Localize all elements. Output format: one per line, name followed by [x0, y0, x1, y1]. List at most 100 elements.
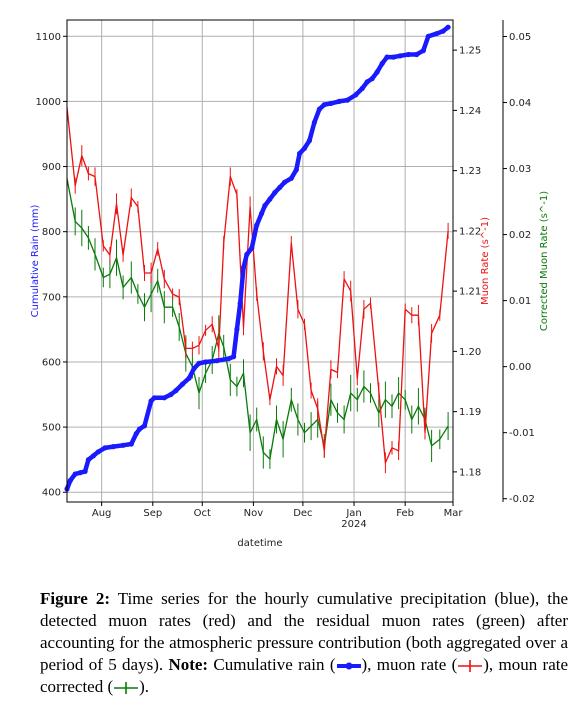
x-tick-label: Sep	[143, 508, 162, 519]
y-tick-label-left: 700	[42, 292, 61, 303]
rain-point	[168, 391, 174, 398]
rain-point	[425, 33, 431, 39]
rain-point	[440, 28, 446, 34]
legend-muon-glyph	[458, 660, 483, 673]
rain-point	[433, 31, 440, 37]
rain-point	[293, 167, 299, 173]
rain-point	[359, 85, 365, 91]
rain-point	[214, 358, 220, 364]
y-axis-label-right1: Muon Rate (s^-1)	[480, 217, 491, 305]
rain-point	[203, 359, 209, 365]
rain-point	[397, 53, 403, 59]
cumulative-rain-series	[64, 24, 451, 492]
caption-note-part1: Cumulative rain (	[208, 655, 336, 674]
rain-point	[311, 119, 317, 125]
x-tick-label: Aug	[92, 508, 112, 519]
y-tick-label-right2: -0.02	[509, 494, 535, 505]
rain-point	[148, 398, 154, 404]
rain-point	[240, 264, 247, 271]
rain-point	[259, 210, 265, 217]
rain-point	[301, 145, 308, 151]
rain-point	[336, 98, 342, 104]
rain-point	[120, 442, 126, 448]
y-tick-label-right1: 1.25	[459, 46, 481, 57]
y-tick-label-right1: 1.22	[459, 226, 481, 237]
rain-point	[72, 471, 78, 477]
rain-point	[90, 453, 96, 459]
y-tick-label-right2: 0.02	[509, 230, 531, 241]
grid-lines	[67, 20, 453, 502]
rain-point	[161, 395, 167, 401]
rain-point	[137, 426, 143, 432]
x-tick-label: 2024	[341, 519, 366, 530]
rain-point	[262, 203, 268, 209]
y-tick-label-right1: 1.19	[459, 407, 481, 418]
x-tick-label: Dec	[293, 508, 312, 519]
rain-point	[133, 431, 139, 437]
caption-note-part2: ), muon rate (	[361, 655, 458, 674]
rain-point	[151, 395, 157, 401]
rain-point	[77, 470, 83, 476]
left-axis-ticks: 400 500 600 700 800 900 1000 1100	[36, 32, 67, 499]
rain-point	[369, 76, 375, 82]
rain-point	[102, 445, 108, 451]
rain-point	[316, 106, 322, 112]
rain-point	[231, 354, 237, 360]
rain-point	[141, 423, 148, 429]
rain-point	[391, 54, 397, 60]
rain-point	[234, 326, 240, 332]
caption-note-label: Note:	[168, 655, 209, 674]
y-tick-label-right1: 1.20	[459, 347, 481, 358]
rain-point	[414, 51, 420, 58]
rain-point	[244, 251, 250, 258]
rain-point	[249, 245, 255, 251]
rain-point	[384, 54, 390, 60]
rain-point	[379, 61, 385, 67]
rain-point	[306, 137, 313, 144]
y-tick-label-right1: 1.18	[459, 467, 481, 478]
rain-point	[186, 375, 192, 381]
x-axis-label: datetime	[237, 538, 282, 549]
x-tick-label: Nov	[244, 508, 264, 519]
rain-point	[237, 300, 243, 306]
rain-point	[288, 175, 294, 181]
y-tick-label-left: 1100	[36, 32, 61, 43]
figure-caption: Figure 2: Time series for the hourly cum…	[40, 588, 568, 698]
x-tick-label: Feb	[396, 508, 414, 519]
rain-point	[82, 468, 88, 474]
rain-point	[321, 102, 327, 108]
y-axis-label-right2: Corrected Muon Rate (s^-1)	[539, 191, 550, 331]
plot-area	[66, 19, 454, 503]
rain-point	[282, 179, 288, 185]
rain-point	[364, 79, 370, 85]
rain-point	[267, 196, 273, 202]
y-tick-label-right2: 0.01	[509, 296, 531, 307]
rain-point	[297, 150, 303, 157]
x-tick-label: Jan	[345, 508, 361, 519]
rain-point	[128, 441, 134, 447]
rain-point	[67, 477, 73, 484]
rain-point	[374, 69, 380, 75]
y-tick-label-right1: 1.24	[459, 106, 481, 117]
rain-point	[173, 388, 179, 394]
caption-note-part4: ).	[139, 677, 150, 696]
rain-point	[85, 457, 91, 463]
y-tick-label-right2: 0.00	[509, 362, 531, 373]
x-tick-label: Oct	[194, 508, 211, 519]
right2-axis-ticks: -0.02 -0.01 0.00 0.01 0.02 0.03 0.04 0.05	[503, 32, 535, 505]
rain-point	[344, 97, 350, 103]
rain-point	[226, 356, 232, 362]
plot-frame	[66, 19, 454, 503]
rain-point	[179, 381, 186, 387]
caption-text: Time series for the hourly cumulative pr…	[40, 589, 568, 674]
rain-point	[110, 444, 116, 450]
caption-note-part3: ), moun rate corrected (	[40, 655, 569, 696]
y-tick-label-right1: 1.21	[459, 287, 481, 298]
y-tick-label-left: 900	[42, 162, 61, 173]
rain-point	[95, 449, 101, 455]
y-tick-label-right2: 0.03	[509, 164, 531, 175]
y-tick-label-right2: 0.05	[509, 32, 531, 43]
rain-point	[420, 48, 426, 54]
legend-rain-glyph	[336, 662, 361, 670]
